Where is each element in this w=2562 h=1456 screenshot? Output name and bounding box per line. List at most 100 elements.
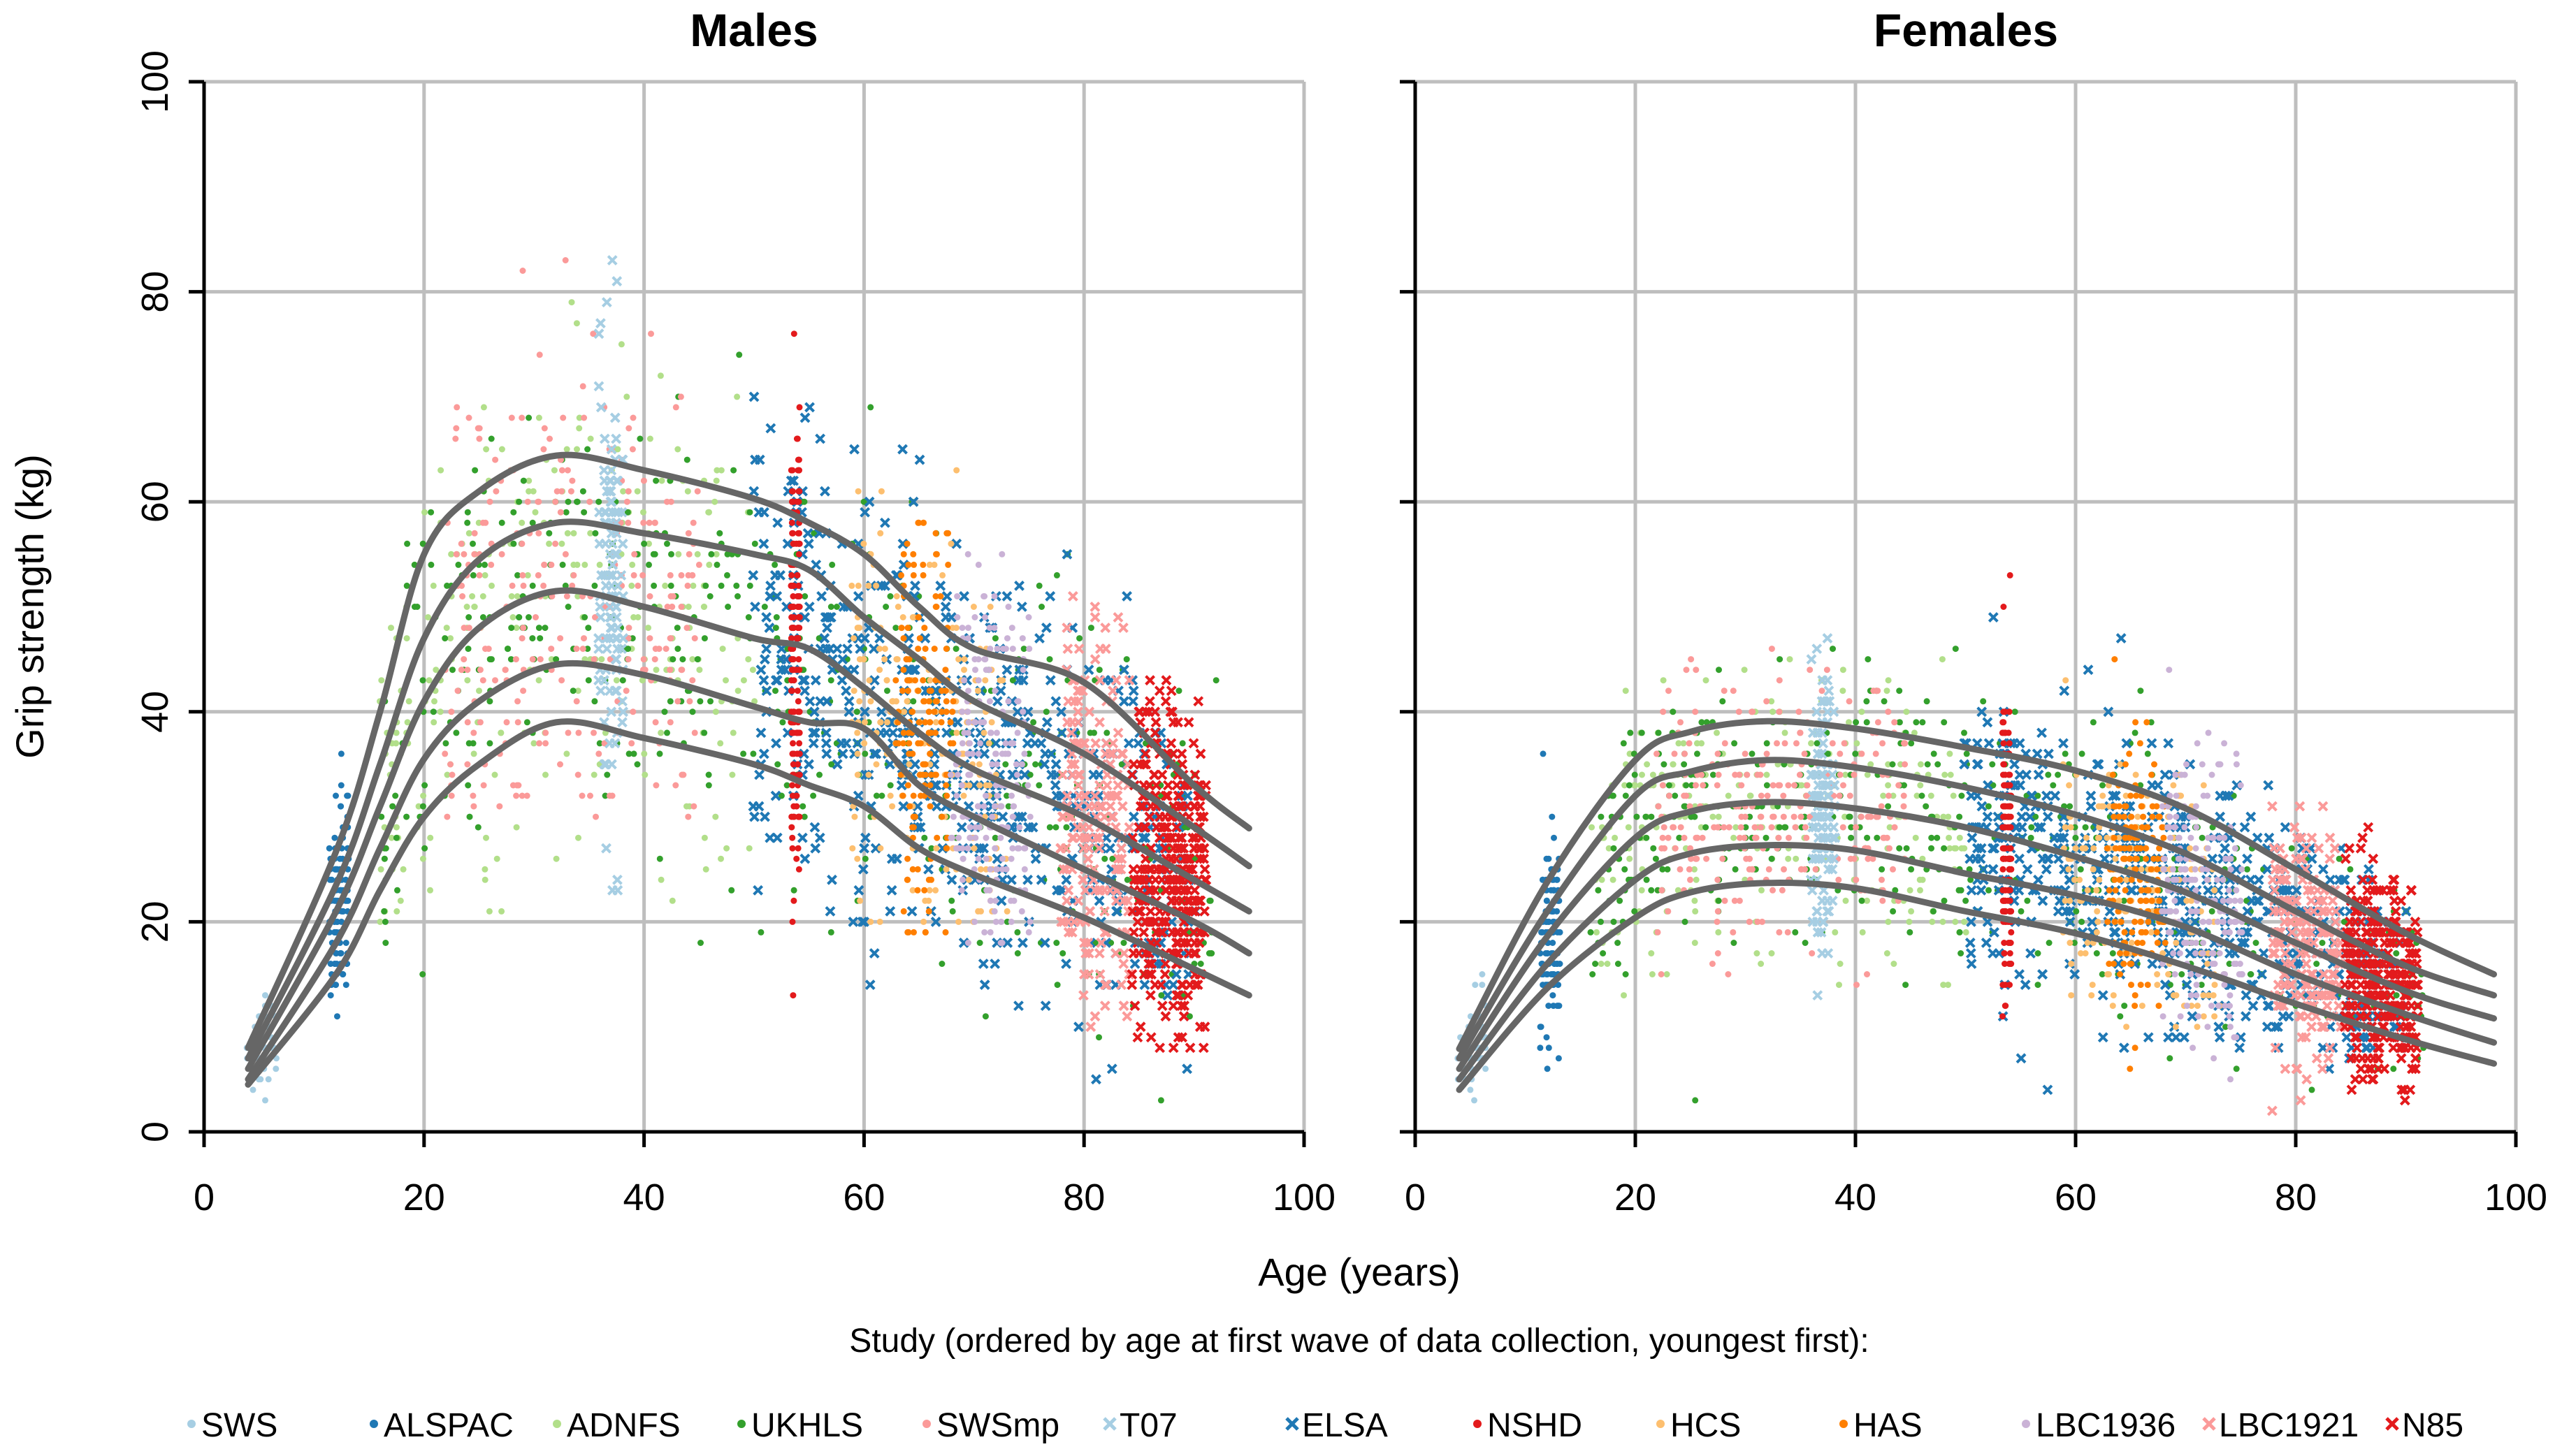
data-point <box>691 729 698 736</box>
data-point <box>1021 750 1028 757</box>
data-point <box>526 614 532 620</box>
data-point <box>663 646 670 653</box>
data-point <box>1101 980 1112 990</box>
data-point <box>761 643 772 655</box>
data-point <box>1039 759 1050 770</box>
data-point <box>483 446 490 453</box>
data-point <box>764 623 775 633</box>
data-point <box>1666 792 1672 799</box>
data-point <box>1659 834 1666 841</box>
data-point <box>479 593 486 599</box>
data-point <box>900 740 906 747</box>
data-point <box>974 687 981 694</box>
data-point <box>1116 980 1127 990</box>
data-point <box>1967 832 1978 843</box>
data-point <box>920 561 927 568</box>
data-point <box>526 414 533 421</box>
data-point <box>2132 729 2138 736</box>
data-point <box>1681 918 1688 925</box>
data-point <box>1124 675 1135 686</box>
data-point <box>827 604 834 610</box>
data-point <box>537 635 544 642</box>
data-point <box>1138 832 1149 843</box>
data-point <box>595 750 602 757</box>
data-point <box>1853 876 1860 883</box>
data-point <box>1014 950 1021 956</box>
data-point <box>520 477 527 484</box>
data-point <box>724 572 730 578</box>
data-point <box>910 792 917 799</box>
data-point <box>548 561 555 568</box>
data-point <box>1732 866 1739 873</box>
data-point <box>868 643 879 655</box>
data-point <box>560 414 567 421</box>
data-point <box>605 548 616 560</box>
data-point <box>837 654 848 665</box>
data-point <box>999 750 1006 757</box>
data-point <box>1930 908 1937 915</box>
data-point <box>866 677 873 684</box>
data-point <box>2166 1055 2173 1062</box>
data-point <box>535 677 542 684</box>
data-point <box>606 706 617 718</box>
data-point <box>619 677 626 684</box>
data-point <box>897 771 904 778</box>
data-point <box>1039 938 1050 948</box>
data-point <box>593 328 605 340</box>
data-point <box>1014 581 1025 591</box>
data-point <box>956 822 967 833</box>
data-point <box>2208 908 2215 915</box>
data-point <box>553 656 560 663</box>
data-point <box>604 738 615 749</box>
scatter-points <box>1454 572 2427 1116</box>
data-point <box>1002 740 1009 747</box>
data-point <box>1730 687 1737 694</box>
data-point <box>1096 938 1107 948</box>
data-point <box>904 625 911 632</box>
data-point <box>1807 667 1814 674</box>
data-point <box>960 876 966 883</box>
centile-curve-4 <box>245 660 1252 1083</box>
data-point <box>1166 685 1177 697</box>
data-point <box>1073 895 1084 906</box>
data-point <box>546 530 553 537</box>
data-point <box>975 750 982 757</box>
data-point <box>745 614 752 620</box>
data-point <box>1758 813 1765 820</box>
data-point <box>979 980 990 990</box>
data-point <box>542 625 549 632</box>
data-point <box>634 488 641 495</box>
data-point <box>1917 887 1923 894</box>
data-point <box>1069 916 1080 927</box>
data-point <box>941 727 952 738</box>
data-point <box>516 614 523 620</box>
data-point <box>1964 938 1976 948</box>
data-point <box>516 498 523 505</box>
data-point <box>886 884 897 896</box>
data-point <box>530 488 537 495</box>
data-point <box>686 551 693 558</box>
data-point <box>519 519 526 526</box>
data-point <box>1030 853 1041 864</box>
data-point <box>707 698 714 705</box>
data-point <box>1941 845 1948 852</box>
data-point <box>1598 813 1605 820</box>
data-point <box>958 938 969 948</box>
data-point <box>893 593 900 599</box>
data-point <box>1105 843 1115 854</box>
data-point <box>1067 832 1078 843</box>
data-point <box>965 687 972 694</box>
data-point <box>1902 761 1909 768</box>
data-point <box>746 582 753 589</box>
data-point <box>990 959 1001 969</box>
data-point <box>821 748 832 759</box>
data-point <box>641 540 648 547</box>
data-point <box>265 1076 272 1083</box>
data-point <box>442 750 449 757</box>
data-point <box>333 792 339 799</box>
data-point <box>1007 769 1018 780</box>
data-point <box>482 561 488 568</box>
data-point <box>465 614 472 620</box>
data-point <box>963 801 974 812</box>
data-point <box>1823 685 1834 697</box>
